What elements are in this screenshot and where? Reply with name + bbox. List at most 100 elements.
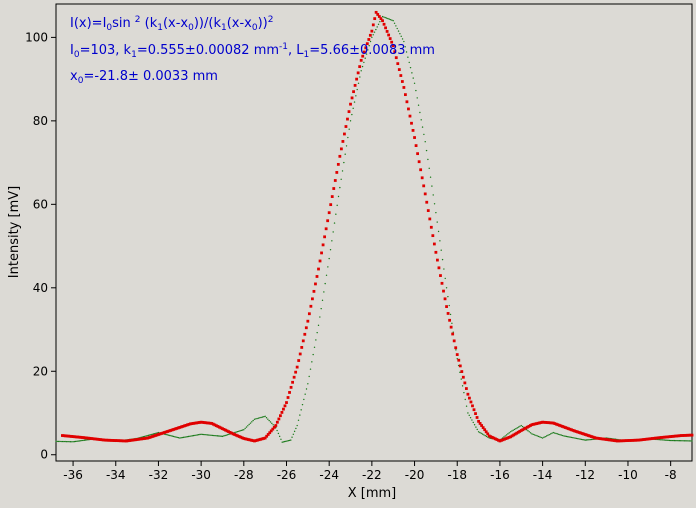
- measured-point: [73, 440, 76, 443]
- measured-point: [509, 431, 512, 433]
- fit-point: [216, 425, 220, 428]
- fit-point: [500, 438, 503, 442]
- annotation-params-part: =103, k: [80, 43, 132, 58]
- fit-point: [556, 423, 560, 427]
- measured-point: [209, 434, 211, 436]
- fit-point: [394, 56, 398, 60]
- fit-point: [256, 438, 259, 442]
- fit-point: [620, 439, 624, 443]
- fit-point: [641, 438, 645, 441]
- measured-point: [60, 440, 62, 443]
- fit-point: [361, 54, 365, 58]
- fit-point: [172, 428, 176, 431]
- measured-point: [328, 257, 330, 260]
- x-tick-label: -24: [319, 468, 339, 482]
- fit-point: [582, 432, 586, 436]
- measured-point: [150, 433, 152, 436]
- fit-point: [460, 370, 464, 373]
- annotation-formula-part: ))/(k: [194, 16, 222, 31]
- measured-point: [348, 128, 350, 130]
- measured-point: [189, 435, 191, 437]
- measured-point: [248, 423, 250, 426]
- fit-point: [442, 289, 445, 293]
- fit-point: [678, 434, 682, 438]
- measured-point: [288, 439, 291, 442]
- fit-point: [637, 438, 641, 442]
- fit-point: [254, 439, 258, 442]
- fit-point: [158, 432, 162, 436]
- measured-point: [194, 434, 196, 437]
- fit-point: [326, 219, 330, 223]
- fit-point: [314, 282, 317, 286]
- fit-point: [307, 312, 311, 316]
- measured-point: [281, 441, 283, 443]
- measured-point: [579, 438, 581, 440]
- measured-point: [171, 435, 173, 437]
- annotation-params-sup: -1: [279, 42, 288, 52]
- fit-point: [576, 430, 580, 434]
- fit-point: [547, 421, 551, 425]
- measured-point: [389, 18, 392, 21]
- annotation-params: I0=103, k1=0.555±0.00082 mm-1, L1=5.66±0…: [70, 42, 435, 60]
- measured-point: [357, 82, 360, 84]
- annotation-params-part: I: [70, 43, 74, 58]
- measured-point: [300, 409, 302, 411]
- fit-point: [289, 385, 293, 389]
- measured-point: [680, 440, 682, 442]
- measured-point: [447, 295, 449, 298]
- measured-point: [381, 15, 384, 18]
- fit-point: [89, 437, 93, 440]
- fit-point: [250, 438, 253, 442]
- fit-point: [471, 404, 474, 408]
- measured-point: [214, 434, 216, 437]
- measured-point: [400, 35, 402, 38]
- fit-point: [318, 259, 322, 263]
- measured-point: [669, 439, 672, 442]
- measured-point: [202, 433, 205, 436]
- measured-point: [244, 427, 246, 430]
- measured-point: [666, 439, 668, 441]
- fit-point: [239, 435, 243, 439]
- measured-point: [399, 33, 401, 35]
- measured-point: [533, 434, 536, 436]
- measured-point: [573, 437, 575, 439]
- fit-point: [667, 435, 671, 439]
- fit-point: [535, 422, 538, 426]
- measured-point: [423, 133, 425, 136]
- fit-point: [161, 431, 165, 435]
- measured-point: [336, 204, 338, 207]
- measured-point: [439, 240, 441, 242]
- fit-point: [439, 274, 442, 277]
- y-tick-label: 40: [33, 281, 48, 295]
- fit-point: [411, 128, 415, 132]
- fit-point: [100, 438, 104, 442]
- fit-point: [132, 438, 136, 442]
- measured-point: [82, 439, 84, 442]
- measured-point: [539, 436, 541, 438]
- measured-point: [545, 435, 548, 437]
- measured-point: [267, 418, 269, 420]
- measured-point: [540, 436, 542, 439]
- fit-point: [621, 439, 625, 443]
- measured-point: [375, 28, 377, 31]
- measured-point: [589, 438, 592, 441]
- fit-point: [245, 437, 249, 441]
- fit-point: [253, 439, 256, 443]
- measured-point: [312, 353, 314, 356]
- fit-point: [451, 332, 455, 336]
- annotation-params-part: , L: [288, 43, 304, 58]
- fit-point: [301, 339, 305, 343]
- measured-point: [677, 439, 679, 442]
- fit-point: [432, 242, 436, 246]
- fit-point: [440, 281, 444, 285]
- measured-point: [445, 287, 448, 289]
- measured-point: [425, 149, 428, 152]
- measured-point: [283, 440, 286, 443]
- y-axis-label: Intensity [mV]: [7, 186, 22, 278]
- fit-point: [248, 438, 252, 442]
- x-tick-label: -16: [490, 468, 510, 482]
- fit-point: [205, 421, 209, 425]
- measured-point: [364, 57, 366, 59]
- y-tick-label: 0: [40, 448, 48, 462]
- measured-point: [185, 436, 187, 438]
